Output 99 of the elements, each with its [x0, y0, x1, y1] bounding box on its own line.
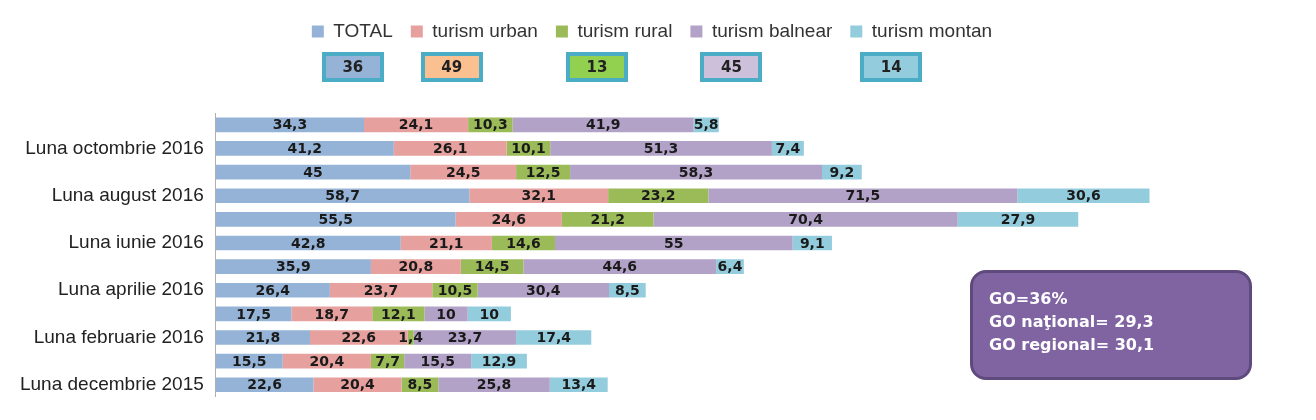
data-label: 12,9	[481, 352, 517, 369]
data-label: 41,9	[585, 116, 621, 133]
data-label: 8,5	[614, 281, 640, 298]
data-label: 44,6	[602, 258, 638, 275]
data-label: 13,4	[561, 376, 597, 393]
data-label: 7,7	[375, 352, 400, 369]
text: 45	[700, 52, 763, 82]
data-label: 14,6	[506, 234, 541, 251]
data-label: 35,9	[276, 258, 311, 275]
data-label: 9,2	[829, 163, 855, 180]
bar	[215, 141, 394, 156]
data-label: 41,2	[287, 140, 323, 157]
bar	[512, 117, 694, 133]
legend-label: turism montan	[871, 19, 993, 41]
data-label: 22,6	[341, 329, 377, 346]
data-label: 9,1	[799, 234, 825, 251]
data-label: 6,4	[717, 258, 743, 275]
data-label: 30,6	[1066, 187, 1101, 204]
text: 36	[321, 52, 384, 82]
data-label: 10	[436, 305, 457, 322]
bar	[215, 117, 365, 133]
data-label: 1,4	[398, 329, 424, 346]
text: 14	[860, 52, 923, 82]
data-label: 55	[664, 234, 684, 251]
y-tick-label: Luna august 2016	[51, 183, 204, 205]
data-label: 20,4	[309, 352, 345, 369]
data-label: 10	[479, 305, 500, 322]
data-label: 12,1	[381, 305, 416, 322]
data-label: 58,3	[678, 163, 714, 180]
data-label: 51,3	[643, 140, 679, 157]
data-label: 55,5	[318, 210, 353, 227]
legend-label: TOTAL	[333, 19, 393, 41]
bar	[554, 235, 793, 251]
data-label: 26,4	[255, 281, 291, 298]
data-label: 7,4	[775, 140, 801, 157]
bar	[708, 188, 1018, 204]
y-tick-label: Luna aprilie 2016	[58, 278, 204, 300]
data-label: 15,5	[420, 352, 455, 369]
data-label: 30,4	[526, 281, 561, 298]
data-label: 70,4	[788, 210, 824, 227]
bar	[393, 141, 507, 156]
data-label: 71,5	[845, 187, 881, 204]
y-tick-label: Luna octombrie 2016	[25, 136, 204, 158]
annotation: GO=36%	[989, 288, 1069, 310]
data-label: 18,7	[314, 305, 350, 322]
text: 13	[565, 52, 628, 82]
data-label: 23,2	[640, 187, 676, 204]
data-label: 21,1	[429, 234, 464, 251]
data-label: 14,5	[474, 258, 510, 275]
annotation: GO naţional= 29,3	[989, 311, 1155, 333]
data-label: 10,5	[437, 281, 473, 298]
bar	[215, 282, 330, 298]
data-label: 58,7	[325, 187, 360, 204]
bar	[523, 259, 717, 274]
data-label: 27,9	[1000, 210, 1036, 227]
bar	[215, 212, 456, 227]
legend-label: turism balnear	[711, 19, 833, 41]
data-label: 32,1	[521, 187, 557, 204]
data-label: 21,8	[245, 329, 281, 346]
data-label: 24,6	[491, 210, 527, 227]
data-label: 42,8	[290, 234, 326, 251]
annotation: GO regional= 30,1	[989, 334, 1156, 356]
data-label: 17,5	[236, 305, 271, 322]
text: 49	[420, 52, 483, 82]
data-label: 26,1	[432, 140, 468, 157]
data-label: 17,4	[536, 329, 572, 346]
bar	[653, 212, 958, 227]
data-label: 23,7	[363, 281, 399, 298]
legend-label: turism rural	[577, 19, 673, 41]
data-label: 5,8	[693, 116, 719, 133]
data-label: 10,3	[473, 116, 508, 133]
bar	[215, 259, 371, 274]
bar	[215, 164, 411, 180]
data-label: 15,5	[232, 352, 267, 369]
data-label: 12,5	[525, 163, 561, 180]
data-label: 10,1	[511, 140, 546, 157]
y-tick-label: Luna decembrie 2015	[19, 373, 204, 395]
y-tick-label: Luna februarie 2016	[33, 325, 204, 347]
data-label: 8,5	[407, 376, 433, 393]
data-label: 22,6	[247, 376, 282, 393]
bar	[550, 141, 772, 156]
data-label: 21,2	[590, 210, 625, 227]
y-tick-label: Luna iunie 2016	[68, 231, 204, 253]
bar	[215, 188, 470, 204]
bar	[1017, 188, 1150, 204]
data-label: 23,7	[447, 329, 483, 346]
data-label: 24,5	[445, 163, 481, 180]
data-label: 45	[303, 163, 323, 180]
data-label: 34,3	[272, 116, 308, 133]
note-box: GO=36% GO naţional= 29,3 GO regional= 30,1	[970, 270, 1252, 380]
data-label: 20,4	[340, 376, 376, 393]
bar	[469, 188, 609, 204]
data-label: 20,8	[398, 258, 434, 275]
bar	[957, 212, 1079, 227]
bar	[477, 282, 609, 298]
legend-label: turism urban	[432, 19, 538, 41]
data-label: 24,1	[398, 116, 434, 133]
bar	[364, 117, 469, 133]
data-label: 25,8	[476, 376, 512, 393]
